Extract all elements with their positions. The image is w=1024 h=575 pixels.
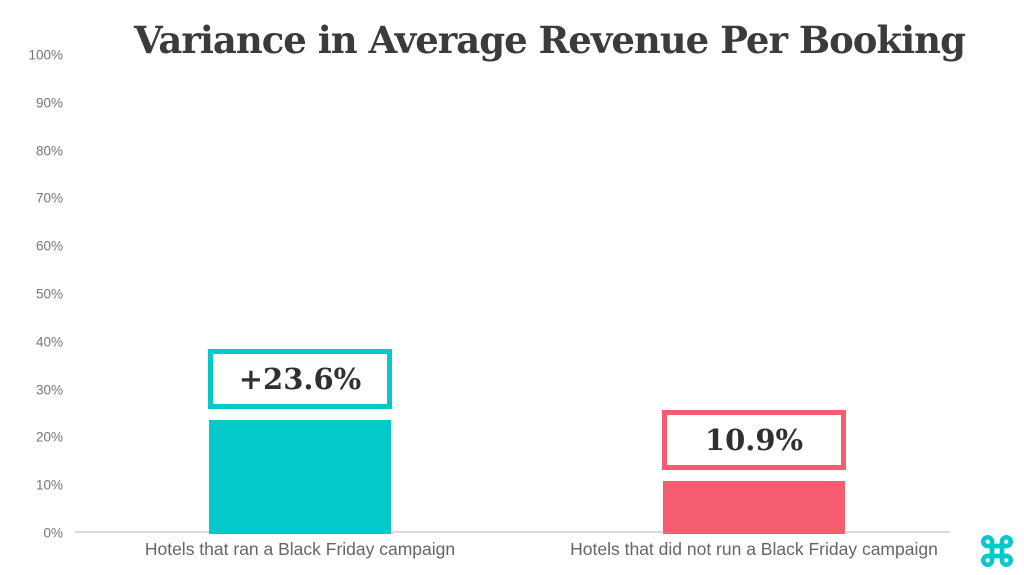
y-tick-label: 20%	[35, 429, 63, 445]
x-category-label: Hotels that ran a Black Friday campaign	[144, 539, 456, 559]
y-tick-label: 40%	[35, 334, 63, 350]
y-tick-label: 0%	[43, 525, 63, 541]
y-tick-label: 50%	[35, 286, 63, 302]
y-tick-label: 60%	[35, 238, 63, 254]
brand-logo	[977, 531, 1017, 571]
y-tick-label: 100%	[28, 47, 63, 63]
bar	[663, 480, 845, 534]
y-tick-label: 10%	[35, 477, 63, 493]
bar-value-label: 10.9%	[662, 409, 846, 470]
y-tick-label: 70%	[35, 190, 63, 206]
chart-title: Variance in Average Revenue Per Booking	[134, 18, 966, 62]
command-symbol-icon	[981, 535, 1013, 567]
x-axis-line	[75, 531, 950, 533]
y-tick-label: 80%	[35, 143, 63, 159]
bar-value-label: +23.6%	[208, 349, 392, 410]
y-tick-label: 90%	[35, 95, 63, 111]
x-category-label: Hotels that did not run a Black Friday c…	[570, 539, 938, 559]
bar	[209, 420, 391, 534]
y-tick-label: 30%	[35, 382, 63, 398]
